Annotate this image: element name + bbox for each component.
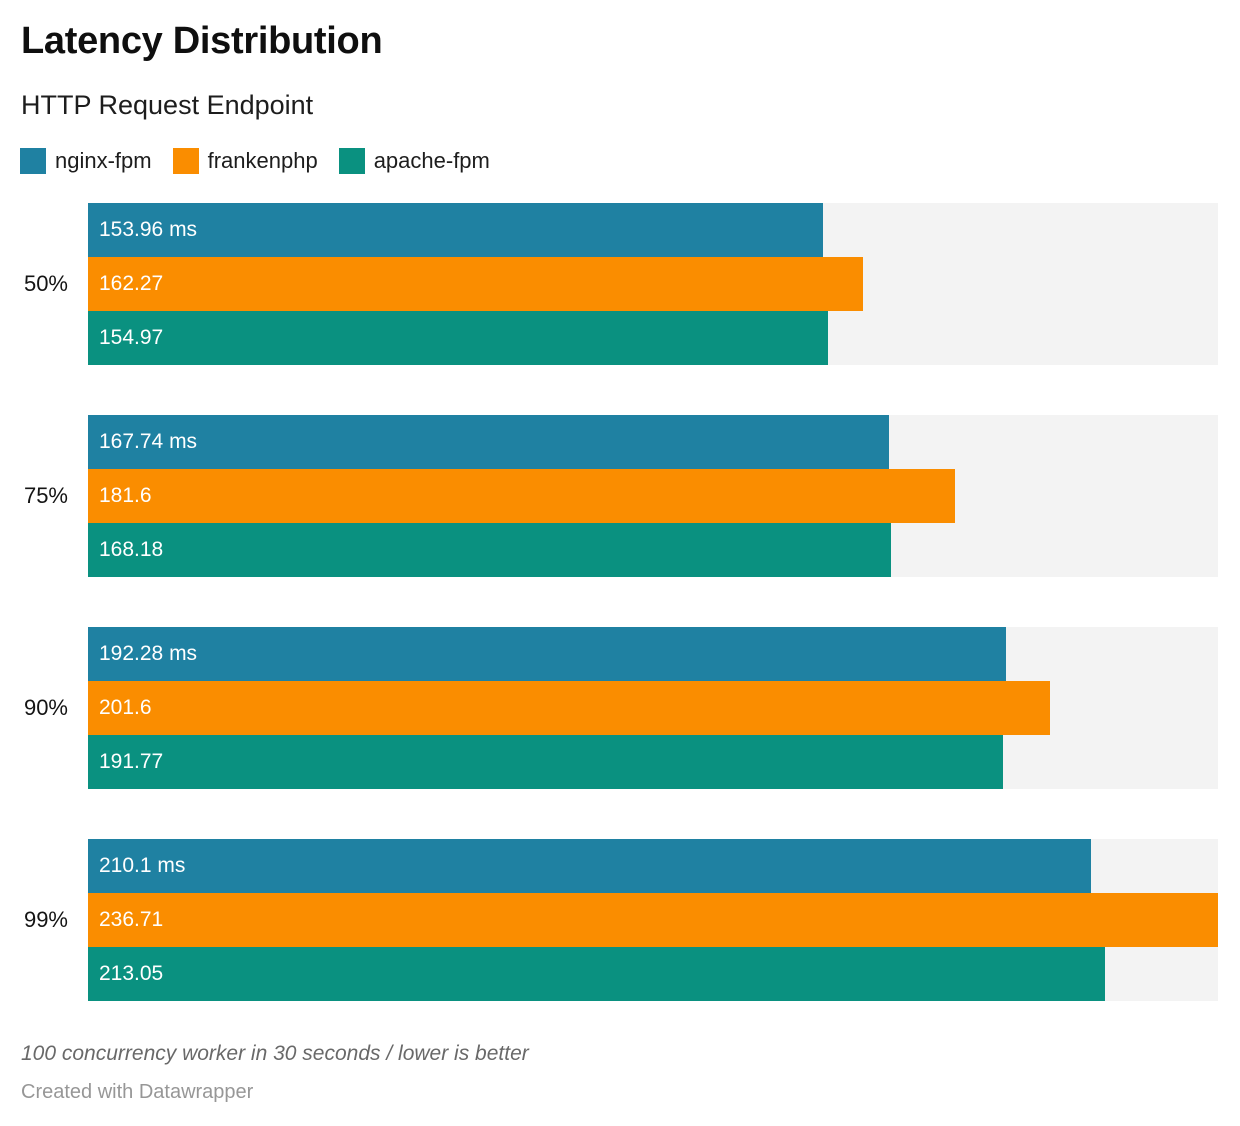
- bar-tracks: 167.74 ms 181.6 168.18: [88, 415, 1218, 577]
- bar-frankenphp[interactable]: 201.6: [88, 681, 1051, 735]
- bar-track: 181.6: [88, 469, 1218, 523]
- bar-track: 191.77: [88, 735, 1218, 789]
- bar-value-label: 162.27: [99, 272, 164, 295]
- bar-nginx-fpm[interactable]: 153.96 ms: [88, 203, 823, 257]
- legend-item-apache-fpm: apache-fpm: [338, 148, 490, 174]
- bar-nginx-fpm[interactable]: 192.28 ms: [88, 627, 1006, 681]
- chart-group-1: 75% 167.74 ms 181.6 168.18: [0, 415, 1240, 577]
- bar-value-label: 210.1 ms: [99, 854, 186, 877]
- bar-value-label: 213.05: [99, 962, 164, 985]
- percentile-label: 99%: [23, 907, 68, 932]
- bar-tracks: 153.96 ms 162.27 154.97: [88, 203, 1218, 365]
- bar-frankenphp[interactable]: 162.27: [88, 257, 863, 311]
- legend: nginx-fpm frankenphp apache-fpm: [20, 148, 511, 174]
- bar-value-label: 181.6: [99, 484, 152, 507]
- chart-title: Latency Distribution: [21, 20, 383, 62]
- legend-label: frankenphp: [207, 148, 318, 173]
- bar-value-label: 191.77: [99, 750, 164, 773]
- bar-track: 168.18: [88, 523, 1218, 577]
- percentile-label: 75%: [23, 483, 68, 508]
- legend-swatch-frankenphp: [172, 148, 199, 174]
- legend-swatch-apache-fpm: [338, 148, 365, 174]
- bar-nginx-fpm[interactable]: 167.74 ms: [88, 415, 889, 469]
- chart-group-3: 99% 210.1 ms 236.71 213.05: [0, 839, 1240, 1001]
- bar-tracks: 192.28 ms 201.6 191.77: [88, 627, 1218, 789]
- bar-tracks: 210.1 ms 236.71 213.05: [88, 839, 1218, 1001]
- bar-track: 162.27: [88, 257, 1218, 311]
- bar-track: 210.1 ms: [88, 839, 1218, 893]
- bar-value-label: 167.74 ms: [99, 430, 198, 453]
- chart-subtitle: HTTP Request Endpoint: [21, 90, 314, 120]
- legend-item-frankenphp: frankenphp: [172, 148, 318, 174]
- bar-apache-fpm[interactable]: 213.05: [88, 947, 1106, 1001]
- bar-apache-fpm[interactable]: 191.77: [88, 735, 1004, 789]
- chart-group-2: 90% 192.28 ms 201.6 191.77: [0, 627, 1240, 789]
- bar-track: 153.96 ms: [88, 203, 1218, 257]
- bar-track: 236.71: [88, 893, 1218, 947]
- bar-chart: 50% 153.96 ms 162.27 154.97 75% 167.74 ms 181.…: [0, 203, 1240, 1001]
- legend-swatch-nginx-fpm: [20, 148, 46, 174]
- chart-group-0: 50% 153.96 ms 162.27 154.97: [0, 203, 1240, 365]
- bar-track: 192.28 ms: [88, 627, 1218, 681]
- bar-apache-fpm[interactable]: 154.97: [88, 311, 828, 365]
- datawrapper-attribution: Created with Datawrapper: [21, 1081, 254, 1103]
- bar-apache-fpm[interactable]: 168.18: [88, 523, 891, 577]
- bar-value-label: 192.28 ms: [99, 642, 198, 665]
- bar-frankenphp[interactable]: 181.6: [88, 469, 955, 523]
- bar-value-label: 168.18: [99, 538, 164, 561]
- bar-nginx-fpm[interactable]: 210.1 ms: [88, 839, 1091, 893]
- footer-note: 100 concurrency worker in 30 seconds / l…: [21, 1042, 529, 1065]
- legend-label: apache-fpm: [373, 148, 490, 173]
- bar-frankenphp[interactable]: 236.71: [88, 893, 1218, 947]
- bar-value-label: 154.97: [99, 326, 164, 349]
- legend-label: nginx-fpm: [55, 148, 152, 173]
- bar-value-label: 153.96 ms: [99, 218, 198, 241]
- bar-track: 213.05: [88, 947, 1218, 1001]
- legend-item-nginx-fpm: nginx-fpm: [20, 148, 152, 174]
- bar-track: 167.74 ms: [88, 415, 1218, 469]
- bar-value-label: 201.6: [99, 696, 152, 719]
- bar-track: 201.6: [88, 681, 1218, 735]
- percentile-label: 90%: [23, 695, 68, 720]
- bar-value-label: 236.71: [99, 908, 164, 931]
- percentile-label: 50%: [23, 271, 68, 296]
- bar-track: 154.97: [88, 311, 1218, 365]
